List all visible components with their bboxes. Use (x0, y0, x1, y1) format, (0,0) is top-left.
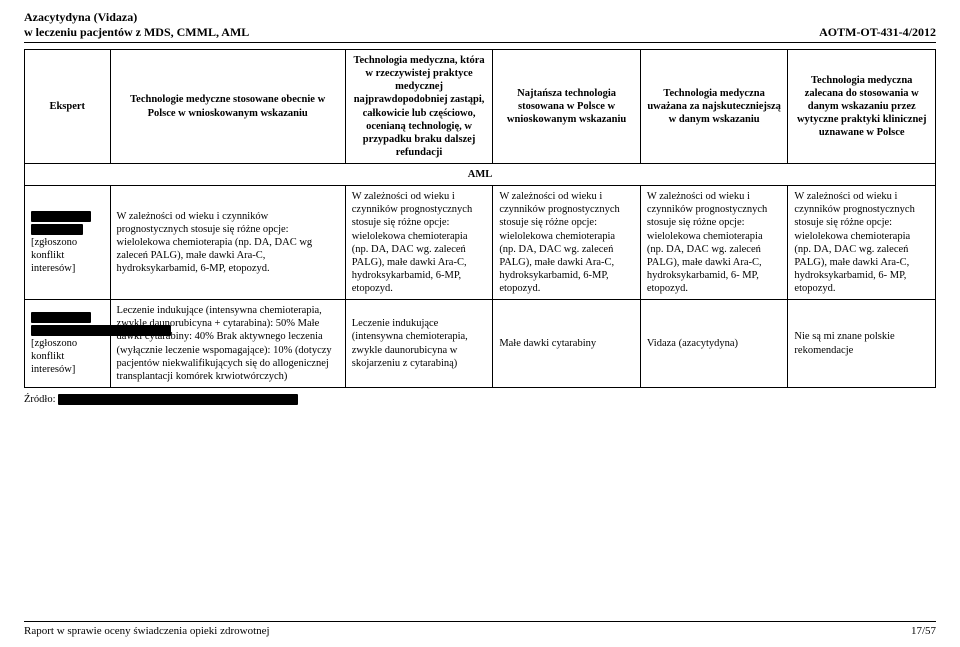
header-doc-code: AOTM-OT-431-4/2012 (819, 25, 936, 40)
cell-expert: [zgłoszono konflikt interesów] (25, 186, 111, 300)
table-row: [zgłoszono konflikt interesów] Leczenie … (25, 300, 936, 388)
cell-expert: [zgłoszono konflikt interesów] (25, 300, 111, 388)
page-footer: Raport w sprawie oceny świadczenia opiek… (24, 621, 936, 637)
redacted-block (31, 211, 91, 222)
redacted-block (31, 312, 91, 323)
expert-note: [zgłoszono konflikt interesów] (31, 338, 77, 375)
source-label: Źródło: (24, 394, 56, 405)
source-line: Źródło: (24, 394, 936, 405)
cell-c5: W zależności od wieku i czynników progno… (788, 186, 936, 300)
redacted-block (31, 224, 83, 235)
main-table: Ekspert Technologie medyczne stosowane o… (24, 49, 936, 388)
cell-c5: Nie są mi znane polskie rekomendacje (788, 300, 936, 388)
table-row: [zgłoszono konflikt interesów] W zależno… (25, 186, 936, 300)
cell-c4: W zależności od wieku i czynników progno… (640, 186, 788, 300)
header-title-2: w leczeniu pacjentów z MDS, CMML, AML (24, 25, 249, 40)
cell-c3: W zależności od wieku i czynników progno… (493, 186, 641, 300)
cell-c2: W zależności od wieku i czynników progno… (345, 186, 493, 300)
header-title-1: Azacytydyna (Vidaza) (24, 10, 137, 24)
cell-c1: W zależności od wieku i czynników progno… (110, 186, 345, 300)
th-col1: Technologie medyczne stosowane obecnie w… (110, 50, 345, 164)
th-col5: Technologia medyczna zalecana do stosowa… (788, 50, 936, 164)
table-header-row: Ekspert Technologie medyczne stosowane o… (25, 50, 936, 164)
cell-c2: Leczenie indukujące (intensywna chemiote… (345, 300, 493, 388)
section-row-aml: AML (25, 164, 936, 186)
cell-c3: Małe dawki cytarabiny (493, 300, 641, 388)
footer-right: 17/57 (911, 625, 936, 637)
redacted-block (58, 394, 298, 405)
expert-note: [zgłoszono konflikt interesów] (31, 237, 77, 274)
section-label: AML (25, 164, 936, 186)
cell-c4: Vidaza (azacytydyna) (640, 300, 788, 388)
cell-c1: Leczenie indukujące (intensywna chemiote… (110, 300, 345, 388)
th-col3: Najtańsza technologia stosowana w Polsce… (493, 50, 641, 164)
th-expert: Ekspert (25, 50, 111, 164)
th-col2: Technologia medyczna, która w rzeczywist… (345, 50, 493, 164)
footer-left: Raport w sprawie oceny świadczenia opiek… (24, 625, 270, 637)
th-col4: Technologia medyczna uważana za najskute… (640, 50, 788, 164)
